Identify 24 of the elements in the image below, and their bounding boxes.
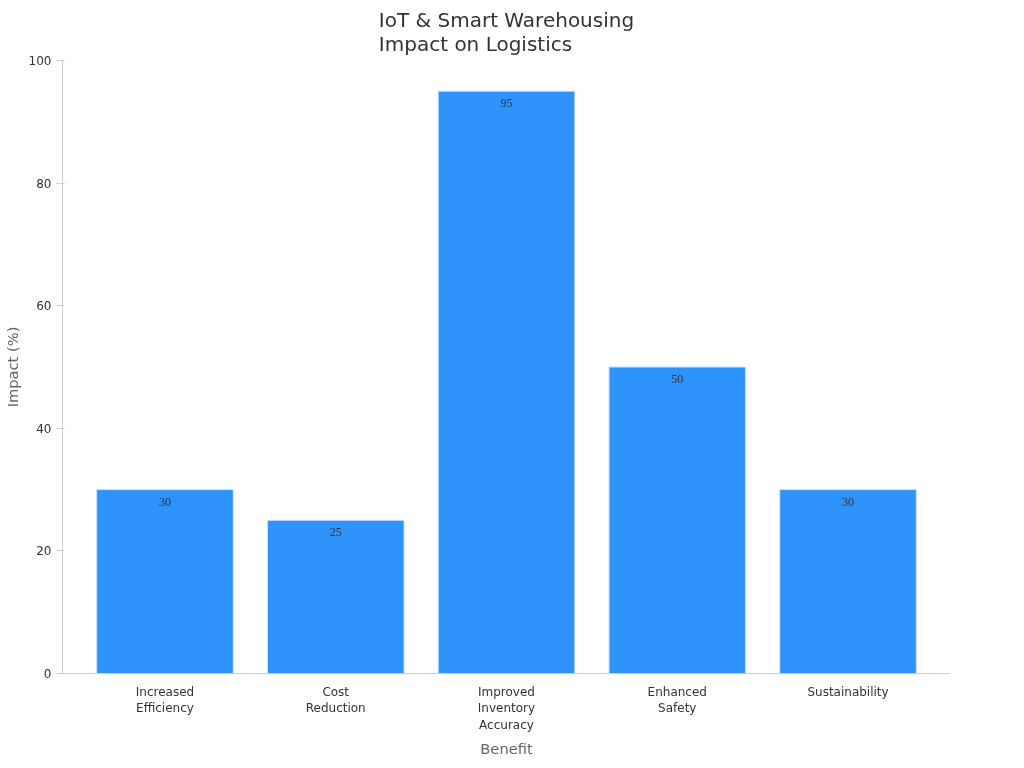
x-axis-title: Benefit [480, 740, 533, 758]
bar [437, 90, 576, 674]
x-tick-label: Cost Reduction [305, 684, 366, 716]
y-tick-label: 20 [36, 544, 52, 559]
y-axis-title: Impact (%) [3, 326, 21, 408]
bar [608, 366, 747, 674]
chart-title: IoT & Smart Warehousing Impact on Logistics [378, 7, 635, 56]
x-tick-label: Enhanced Safety [647, 684, 707, 716]
y-tick-label: 0 [43, 667, 52, 681]
bar [96, 489, 234, 674]
data-label: 95 [500, 96, 513, 111]
bar [779, 489, 917, 674]
data-label: 30 [158, 494, 171, 509]
x-tick-label: Sustainability [807, 684, 889, 699]
x-tick-label: Improved Inventory Accuracy [477, 684, 536, 733]
x-tick-label: Increased Efficiency [135, 684, 195, 716]
data-label: 25 [329, 525, 342, 540]
bar [266, 519, 405, 674]
y-tick-label: 100 [28, 54, 52, 68]
data-label: 30 [842, 494, 855, 509]
data-label: 50 [671, 372, 684, 386]
y-tick-label: 80 [36, 176, 52, 191]
y-tick-label: 40 [36, 421, 52, 436]
y-tick-label: 60 [36, 299, 52, 314]
